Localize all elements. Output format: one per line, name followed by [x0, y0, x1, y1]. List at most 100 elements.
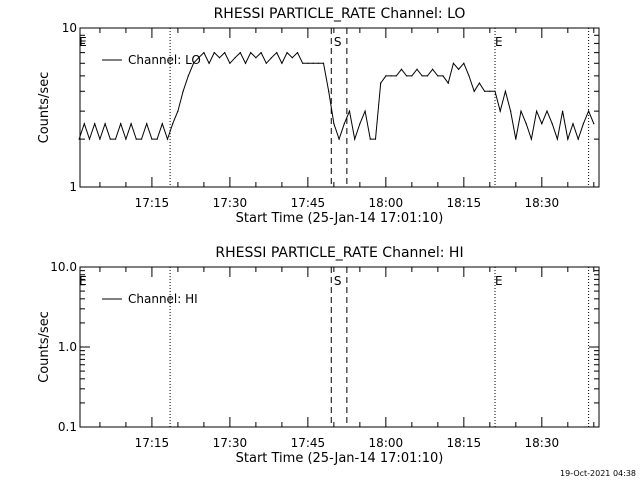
- legend-label: Channel: LO: [128, 53, 201, 67]
- annotation-marker-s: S: [334, 35, 342, 49]
- x-tick-label: 17:15: [135, 436, 170, 450]
- data-point: [442, 75, 444, 77]
- data-point: [192, 62, 195, 64]
- data-point: [515, 138, 517, 140]
- x-tick-label: 18:00: [369, 436, 404, 450]
- annotation-marker-e: E: [79, 35, 87, 49]
- footer-timestamp: 19-Oct-2021 04:38: [560, 469, 636, 478]
- data-point: [120, 123, 122, 125]
- data-point: [504, 90, 507, 92]
- data-point: [416, 68, 418, 70]
- data-point: [218, 57, 221, 59]
- y-tick-label: 1: [69, 180, 77, 194]
- data-point: [541, 123, 543, 125]
- data-point: [78, 138, 80, 140]
- data-point: [582, 123, 585, 125]
- data-point: [250, 52, 252, 54]
- data-point: [510, 110, 512, 112]
- data-point: [458, 68, 460, 70]
- chart-panel-2: RHESSI PARTICLE_RATE Channel: HI 0.1 1.0 10…: [37, 245, 600, 466]
- data-point: [281, 62, 283, 64]
- data-point: [114, 138, 117, 140]
- data-point: [109, 138, 111, 140]
- y-tick-label: 10: [62, 21, 77, 35]
- data-point: [494, 90, 496, 92]
- x-tick-label: 17:45: [291, 196, 326, 210]
- data-point: [551, 123, 553, 125]
- x-tick-label: 18:30: [525, 196, 560, 210]
- data-point: [317, 62, 319, 64]
- data-point: [166, 138, 169, 140]
- data-point: [187, 75, 189, 77]
- x-tick-label: 17:30: [213, 196, 248, 210]
- data-point: [489, 90, 491, 92]
- data-point: [338, 138, 340, 140]
- x-tick-label: 18:30: [525, 436, 560, 450]
- data-point: [562, 110, 564, 112]
- y-tick-label: 0.1: [58, 420, 77, 434]
- x-tick-label: 18:15: [447, 196, 482, 210]
- x-tick-label: 17:15: [135, 196, 170, 210]
- data-point: [270, 57, 273, 59]
- legend-label: Channel: HI: [128, 292, 198, 306]
- data-point: [255, 57, 257, 59]
- data-point: [276, 52, 278, 54]
- data-point: [343, 123, 345, 125]
- x-tick-label: 17:30: [213, 436, 248, 450]
- data-point: [499, 110, 501, 112]
- data-point: [182, 90, 184, 92]
- data-point: [468, 75, 470, 77]
- data-point: [88, 138, 91, 140]
- data-point: [484, 90, 486, 92]
- y-axis-label: Counts/sec: [37, 311, 52, 383]
- data-point: [291, 57, 293, 59]
- data-point: [172, 123, 174, 125]
- data-point: [177, 110, 179, 112]
- chart-title: RHESSI PARTICLE_RATE Channel: HI: [215, 245, 463, 261]
- data-point: [473, 90, 475, 92]
- data-point: [572, 123, 574, 125]
- data-point: [348, 110, 351, 112]
- data-point: [286, 52, 288, 54]
- data-point: [525, 123, 527, 125]
- data-point: [296, 52, 299, 54]
- x-tick-label: 18:00: [369, 196, 404, 210]
- data-point: [437, 75, 439, 77]
- data-point: [567, 138, 569, 140]
- data-point: [411, 75, 413, 77]
- plot-frame: [79, 266, 600, 428]
- data-point: [577, 138, 579, 140]
- data-point: [369, 138, 371, 140]
- y-tick-label: 10.0: [50, 260, 77, 274]
- data-point: [390, 75, 392, 77]
- data-point: [94, 123, 96, 125]
- plot-frame: [79, 27, 600, 188]
- data-point: [161, 123, 163, 125]
- data-point: [234, 57, 236, 59]
- data-point: [380, 82, 382, 84]
- data-point: [151, 138, 153, 140]
- data-point: [530, 138, 533, 140]
- data-point: [312, 62, 314, 64]
- data-point: [400, 68, 403, 70]
- data-point: [536, 110, 538, 112]
- data-point: [374, 138, 377, 140]
- data-point: [426, 75, 429, 77]
- data-point: [146, 123, 148, 125]
- data-point: [104, 123, 106, 125]
- data-point: [452, 62, 455, 64]
- annotation-marker-e: E: [79, 274, 87, 288]
- data-point: [213, 52, 215, 54]
- x-tick-label: 17:45: [291, 436, 326, 450]
- data-point: [385, 75, 387, 77]
- x-axis-label: Start Time (25-Jan-14 17:01:10): [236, 211, 444, 226]
- data-point: [99, 138, 101, 140]
- data-point: [447, 82, 449, 84]
- data-point: [135, 138, 137, 140]
- data-point: [302, 62, 304, 64]
- data-point: [364, 110, 366, 112]
- data-point: [229, 62, 231, 64]
- data-point: [208, 62, 210, 64]
